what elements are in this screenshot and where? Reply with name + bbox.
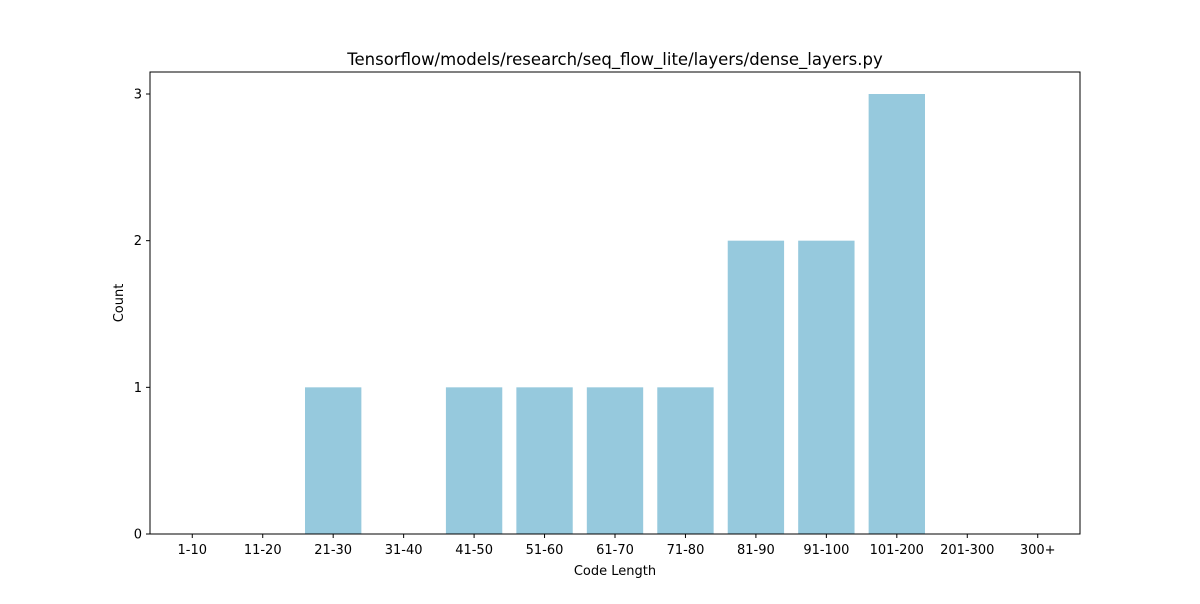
y-axis-ticks: 0 1 2 3 [134,88,150,543]
x-tick-label: 61-70 [596,543,634,558]
bar-61-70 [586,387,644,534]
x-tick-label: 21-30 [314,543,352,558]
x-tick-label: 81-90 [737,543,775,558]
bar-91-100 [798,240,855,534]
bars-group [305,94,925,534]
x-axis-ticks: 1-10 11-20 21-30 31-40 41-50 51-60 61-70 71-80 8… [178,534,1056,558]
bar-21-30 [305,387,362,534]
bar-41-50 [445,387,503,534]
x-tick-label: 91-100 [803,543,849,558]
bar-51-60 [516,387,573,534]
x-axis-label: Code Length [574,564,656,579]
y-tick-label: 0 [134,528,142,543]
x-tick-label: 51-60 [526,543,564,558]
x-tick-label: 11-20 [244,543,282,558]
x-tick-label: 71-80 [667,543,705,558]
x-tick-label: 201-300 [940,543,994,558]
x-tick-label: 41-50 [455,543,493,558]
x-tick-label: 31-40 [385,543,423,558]
bar-71-80 [657,387,714,534]
x-tick-label: 101-200 [870,543,924,558]
bar-101-200 [868,94,925,534]
y-tick-label: 3 [134,88,142,103]
y-tick-label: 2 [134,234,142,249]
x-tick-label: 300+ [1020,543,1056,558]
x-tick-label: 1-10 [178,543,208,558]
chart-title: Tensorflow/models/research/seq_flow_lite… [346,50,883,70]
y-axis-label: Count [112,284,127,323]
y-tick-label: 1 [134,381,142,396]
bar-81-90 [727,240,785,534]
